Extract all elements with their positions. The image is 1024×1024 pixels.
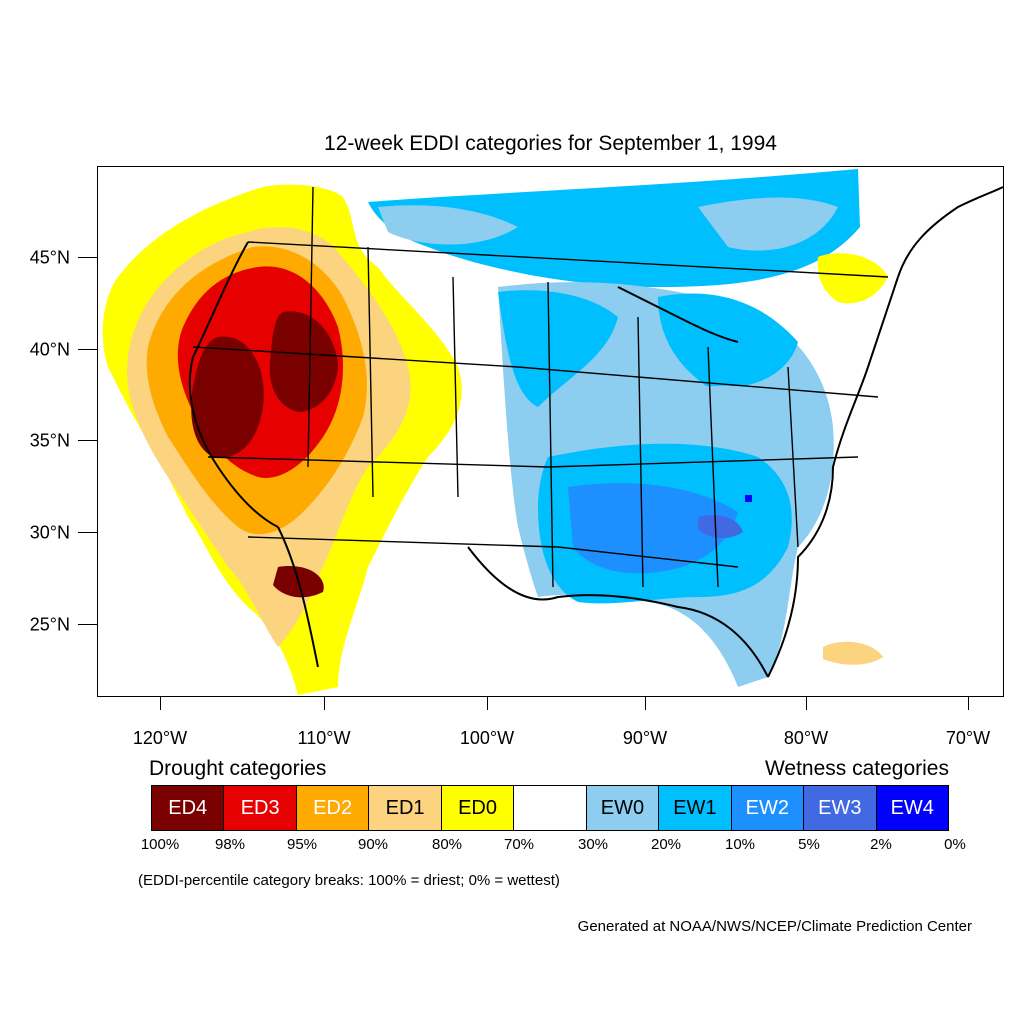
drought-region-maine (817, 253, 888, 304)
lon-label-80: 80°W (783, 728, 829, 748)
lon-label-110: 110°W (297, 728, 351, 748)
lon-label-120: 120°W (132, 728, 188, 748)
lat-label-45: 45°N (29, 247, 70, 268)
legend-box-neutral (514, 786, 587, 830)
legend-break: 100% (140, 836, 180, 853)
legend-break: 10% (724, 836, 756, 853)
lat-tick (78, 440, 97, 441)
wetness-region-canada-light (378, 205, 518, 245)
wetness-region-mid-atlantic (696, 385, 818, 444)
legend-box-ew0: EW0 (586, 786, 660, 830)
legend-break: 0% (944, 836, 966, 853)
lat-tick (78, 349, 97, 350)
legend-break: 95% (286, 836, 318, 853)
lat-label-30: 30°N (29, 522, 70, 543)
legend-break: 5% (798, 836, 820, 853)
legend-break: 80% (431, 836, 463, 853)
wetness-spot-ew3 (698, 515, 743, 539)
lon-label-70: 70°W (945, 728, 991, 748)
legend-box-ew4: EW4 (876, 786, 948, 830)
legend-break: 30% (577, 836, 609, 853)
legend-box-ed3: ED3 (224, 786, 297, 830)
legend-wetness-heading: Wetness categories (764, 757, 949, 780)
coastline (188, 186, 1003, 678)
wetness-region-great-lakes (658, 293, 798, 388)
drought-region-west-ed4-a (269, 311, 338, 412)
lon-tick (160, 697, 161, 710)
legend-break: 2% (870, 836, 892, 853)
legend-box-ew2: EW2 (731, 786, 805, 830)
wetness-region-gulf-states (568, 483, 738, 574)
legend-box-ed2: ED2 (296, 786, 370, 830)
lon-tick (968, 697, 969, 710)
map-title: 12-week EDDI categories for September 1,… (324, 132, 777, 155)
lon-tick (806, 697, 807, 710)
legend-break: 20% (650, 836, 682, 853)
credit-line: Generated at NOAA/NWS/NCEP/Climate Predi… (577, 918, 972, 935)
legend-box-ed4: ED4 (152, 786, 225, 830)
legend-note: (EDDI-percentile category breaks: 100% =… (138, 872, 560, 889)
wetness-region-canada-light-east (698, 197, 838, 251)
drought-region-caribbean (823, 641, 883, 665)
lon-label-90: 90°W (622, 728, 668, 748)
state-boundaries (192, 186, 889, 588)
lat-label-35: 35°N (29, 430, 70, 451)
lat-label-25: 25°N (29, 614, 70, 635)
lon-label-100: 100°W (459, 728, 515, 748)
legend-colorbar: ED4 ED3 ED2 ED1 ED0 EW0 EW1 EW2 EW3 EW4 (151, 785, 949, 831)
wetness-region-canada (368, 169, 860, 287)
legend-break: 90% (357, 836, 389, 853)
legend-box-ed0: ED0 (441, 786, 515, 830)
wetness-region-plains (498, 290, 618, 407)
legend-box-ew1: EW1 (659, 786, 732, 830)
legend-drought-heading: Drought categories (149, 757, 327, 780)
lon-tick (645, 697, 646, 710)
eddi-map-canvas (102, 169, 1003, 695)
wetness-spot-ew4 (745, 495, 752, 502)
legend-box-ed1: ED1 (369, 786, 442, 830)
legend-break: 98% (214, 836, 246, 853)
lat-tick (78, 257, 97, 258)
legend-break: 70% (503, 836, 535, 853)
lon-tick (487, 697, 488, 710)
lon-tick (324, 697, 325, 710)
lat-label-40: 40°N (29, 339, 70, 360)
lat-tick (78, 532, 97, 533)
legend-box-ew3: EW3 (804, 786, 877, 830)
drought-region-west-ed4-b (191, 336, 264, 458)
lat-tick (78, 624, 97, 625)
eddi-map (97, 166, 1004, 697)
